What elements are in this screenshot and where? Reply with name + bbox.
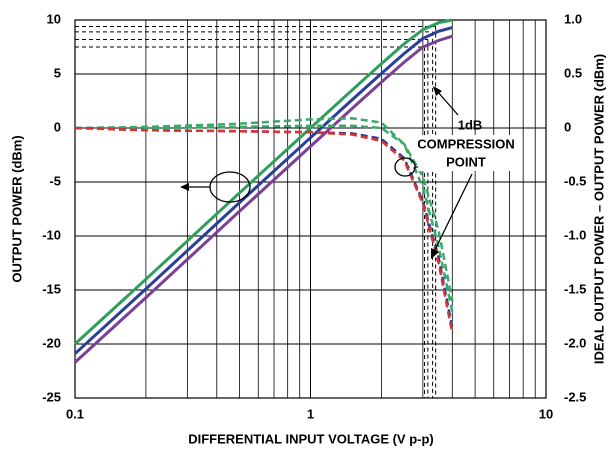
y-tick-label: -20 [42,335,61,350]
y2-tick-label: -2.5 [564,389,586,404]
x-axis-label: DIFFERENTIAL INPUT VOLTAGE (V p-p) [188,431,434,446]
series-line [74,126,454,334]
annotation: POINT [446,154,486,169]
series-line [73,18,453,346]
series-line [75,124,454,302]
series-line [73,26,453,355]
annotation-bg [418,135,514,171]
y-tick-label: 10 [47,11,61,26]
y2-tick-label: -2.0 [564,335,586,350]
y2-tick-label: -0.5 [564,173,586,188]
x-tick-label: 1 [307,406,314,421]
annotation: 1dB [458,117,483,132]
arrow-head [433,86,442,96]
annotation: COMPRESSION [417,136,515,151]
series-line [74,117,454,312]
y2-axis-label: IDEAL OUTPUT POWER – OUTPUT POWER (dBm) [591,54,606,364]
arrow-head [431,248,439,259]
arrow [433,173,473,253]
y2-tick-label: 1.0 [564,11,582,26]
x-tick-label: 10 [539,406,553,421]
arrow [436,90,459,116]
y2-tick-label: -1.5 [564,281,586,296]
y-axis-label: OUTPUT POWER (dBm) [9,135,24,282]
y-tick-label: 5 [54,65,61,80]
y-tick-label: 0 [54,119,61,134]
y-tick-label: -25 [42,389,61,404]
y2-tick-label: -1.0 [564,227,586,242]
series-line [74,126,454,329]
y-tick-label: -10 [42,227,61,242]
x-tick-label: 0.1 [66,406,84,421]
ellipse [394,157,416,177]
y-tick-label: -5 [49,173,61,188]
arrow-head [180,183,189,191]
series-line [73,34,453,364]
y2-tick-label: 0.5 [564,65,582,80]
y-tick-label: -15 [42,281,61,296]
y2-tick-label: 0 [564,119,571,134]
